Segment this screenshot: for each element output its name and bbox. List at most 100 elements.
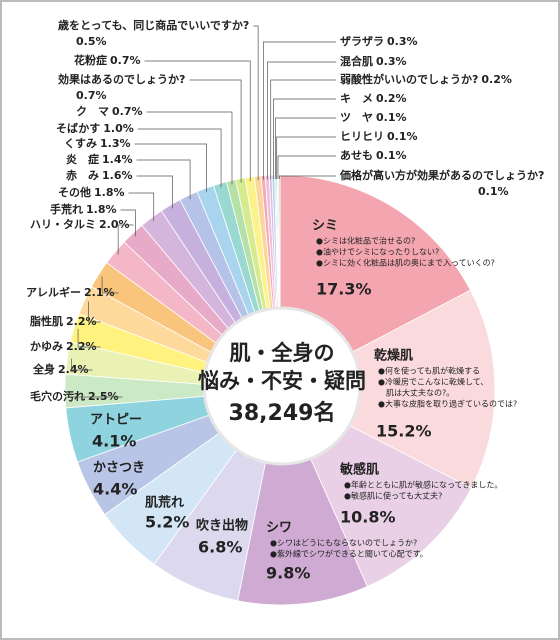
slice-label: そばかす xyxy=(56,121,100,135)
slice-label: 炎 症 xyxy=(66,152,99,166)
leader-line xyxy=(120,209,136,237)
slice-label: その他 xyxy=(58,185,91,199)
slice-label: ヒリヒリ xyxy=(340,130,384,143)
value-label: 0.7% xyxy=(112,105,143,118)
value-label: 2.2% xyxy=(66,340,97,353)
value-label: 2.5% xyxy=(88,390,119,403)
note: ●シミに効く化粧品は肌の奥にまで入っていくの? xyxy=(316,258,495,268)
value-label: 9.8% xyxy=(266,564,310,583)
leader-line xyxy=(263,41,336,180)
leader-line xyxy=(128,192,155,221)
value-label: 0.3% xyxy=(387,35,418,48)
leader-line xyxy=(146,111,233,185)
value-label: 0.1% xyxy=(376,111,407,124)
leader-line xyxy=(253,25,259,181)
center-title: 肌・全身の xyxy=(230,341,335,365)
leader-line xyxy=(134,143,207,193)
value-label: 2.1% xyxy=(84,286,115,299)
value-label: 0.7% xyxy=(110,54,141,67)
slice-label: 脂性肌 xyxy=(29,314,63,328)
value-label: 17.3% xyxy=(316,280,372,299)
slice-label: 肌荒れ xyxy=(145,495,184,511)
note: ●紫外線でシワができると聞いて心配です。 xyxy=(270,549,428,559)
slice-label: アトピー xyxy=(90,413,142,428)
value-label: 0.1% xyxy=(478,185,509,198)
leader-line xyxy=(273,98,336,180)
slice-label: シワ xyxy=(266,521,292,536)
slice-label: 効果はあるのでしょうか? xyxy=(58,72,185,86)
value-label: 5.2% xyxy=(145,513,189,532)
value-label: 1.6% xyxy=(102,169,133,182)
value-label: 0.5% xyxy=(76,35,107,48)
center-circle xyxy=(202,306,362,466)
slice-label: 全身 xyxy=(32,362,55,376)
slice xyxy=(279,289,496,489)
value-label: 0.3% xyxy=(376,55,407,68)
center-count: 38,249名 xyxy=(229,400,336,426)
slice-label: シミ xyxy=(312,219,338,234)
slice-label: 弱酸性がいいのでしょうか? xyxy=(340,72,478,86)
slice-label: 毛穴の汚れ xyxy=(30,389,85,403)
value-label: 10.8% xyxy=(340,508,396,527)
note: ●何を使っても肌が乾燥する xyxy=(378,366,480,376)
leader-line xyxy=(117,224,134,255)
slice-label: キ メ xyxy=(340,92,373,105)
center-title: 悩み・不安・疑問 xyxy=(198,369,366,393)
value-label: 0.2% xyxy=(376,92,407,105)
slice-label: 敏感肌 xyxy=(339,462,379,478)
slice-label: ツ ヤ xyxy=(340,111,373,124)
slice-label: 歳をとっても、同じ商品でいいですか? xyxy=(58,18,249,32)
slice-label: アレルギー xyxy=(26,285,81,299)
slice-label: 吹き出物 xyxy=(196,518,248,534)
leader-line xyxy=(101,276,119,294)
leader-line xyxy=(277,155,336,180)
leader-line xyxy=(276,136,336,180)
leader-line xyxy=(137,128,222,188)
value-label: 1.4% xyxy=(102,153,133,166)
value-label: 1.0% xyxy=(103,122,134,135)
slice-label: かさつき xyxy=(93,461,145,476)
value-label: 2.4% xyxy=(58,363,89,376)
slice-label: 価格が高い方が効果があるのでしょうか? xyxy=(339,168,544,182)
value-label: 1.3% xyxy=(100,137,131,150)
leader-line xyxy=(88,301,101,323)
value-label: 0.7% xyxy=(76,89,107,102)
value-label: 4.1% xyxy=(92,432,136,451)
note: ●年齢とともに肌が敏感になってきました。 xyxy=(344,480,502,490)
leader-line xyxy=(70,358,93,371)
slice-label: ク マ xyxy=(76,105,109,118)
leader-line xyxy=(267,61,336,180)
note: ●シミは化粧品で治せるの? xyxy=(316,236,415,246)
value-label: 0.2% xyxy=(481,73,512,86)
slice-label: あせも xyxy=(340,149,373,162)
note: ●油やけでシミになったりしない? xyxy=(316,247,439,257)
slice-label: くすみ xyxy=(64,137,97,150)
note: ●シワはどうにもならないのでしょうか? xyxy=(270,539,417,548)
value-label: 2.2% xyxy=(66,315,97,328)
value-label: 6.8% xyxy=(198,538,242,557)
value-label: 2.0% xyxy=(99,218,130,231)
value-label: 1.8% xyxy=(86,203,117,216)
note: ●敏感肌に使っても大丈夫? xyxy=(344,491,442,501)
slice-label: ハリ・タルミ xyxy=(30,218,96,231)
slice-label: 花粉症 xyxy=(74,53,107,67)
leader-line xyxy=(189,79,242,183)
value-label: 15.2% xyxy=(376,422,432,441)
leader-line xyxy=(144,60,251,182)
note: 肌は大丈夫なの?。 xyxy=(378,388,454,398)
value-label: 1.8% xyxy=(94,186,125,199)
slice-label: 乾燥肌 xyxy=(374,348,413,364)
leader-line xyxy=(77,328,101,348)
value-label: 4.4% xyxy=(93,480,137,499)
leader-line xyxy=(136,159,191,200)
value-label: 0.1% xyxy=(376,149,407,162)
note: ●冷暖房でこんなに乾燥して、 xyxy=(378,377,488,387)
leader-line xyxy=(275,117,336,180)
leader-line xyxy=(136,175,173,209)
slice-label: 手荒れ xyxy=(50,202,83,216)
leader-line xyxy=(270,79,336,180)
note: ●大事な皮脂を取り過ぎているのでは? xyxy=(378,399,517,409)
value-label: 0.1% xyxy=(387,130,418,143)
slice-label: 赤 み xyxy=(66,168,99,182)
